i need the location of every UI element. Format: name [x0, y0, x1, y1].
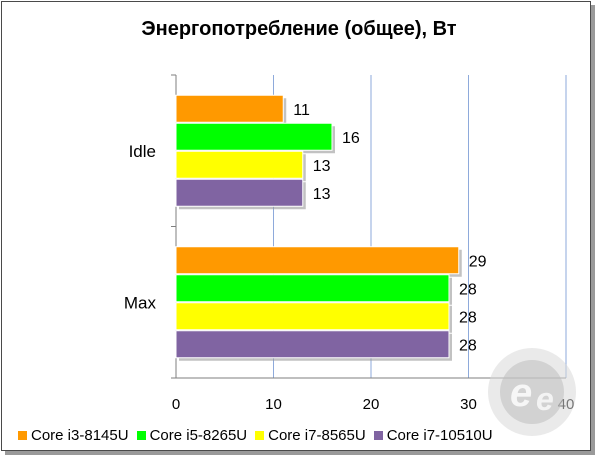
- legend-item: Core i3-8145U: [18, 427, 129, 444]
- bar: [175, 178, 304, 207]
- legend-item: Core i5-8265U: [136, 427, 248, 444]
- data-label: 28: [459, 309, 477, 326]
- x-tick-label: 20: [363, 396, 380, 413]
- svg-text:e: e: [510, 371, 532, 415]
- site-watermark-logo: e e: [472, 340, 582, 440]
- bar: [175, 122, 333, 151]
- legend-swatch: [18, 431, 27, 440]
- legend-label: Core i7-10510U: [386, 427, 493, 444]
- bar: [175, 302, 450, 331]
- bar: [175, 246, 460, 275]
- data-label: 29: [469, 253, 487, 270]
- legend-label: Core i3-8145U: [31, 427, 129, 444]
- bar: [175, 94, 284, 123]
- data-label: 16: [342, 130, 360, 147]
- legend-label: Core i7-8565U: [268, 427, 366, 444]
- legend-swatch: [136, 431, 146, 440]
- x-tick-label: 0: [172, 396, 180, 413]
- bar: [175, 150, 304, 179]
- data-label: 11: [293, 102, 310, 119]
- legend-swatch: [255, 431, 265, 440]
- data-label: 13: [313, 186, 331, 203]
- legend-swatch: [373, 431, 383, 440]
- bar: [175, 330, 450, 359]
- legend-label: Core i5-8265U: [149, 427, 248, 444]
- x-tick-label: 10: [265, 396, 282, 413]
- category-label: Idle: [129, 142, 156, 161]
- data-label: 13: [313, 158, 331, 175]
- chart-title: Энергопотребление (общее), Вт: [141, 18, 457, 40]
- data-label: 28: [459, 337, 477, 354]
- legend-item: Core i7-10510U: [373, 427, 493, 444]
- chart-legend: Core i3-8145U Core i5-8265U Core i7-8565U C…: [18, 427, 501, 444]
- bar: [175, 274, 450, 303]
- x-tick-label: 30: [460, 396, 477, 413]
- category-label: Max: [124, 293, 157, 312]
- data-label: 28: [459, 281, 477, 298]
- legend-item: Core i7-8565U: [255, 427, 366, 444]
- svg-text:e: e: [536, 381, 554, 417]
